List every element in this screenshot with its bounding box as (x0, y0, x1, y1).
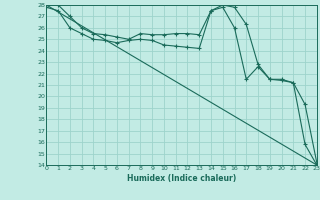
X-axis label: Humidex (Indice chaleur): Humidex (Indice chaleur) (127, 174, 236, 183)
